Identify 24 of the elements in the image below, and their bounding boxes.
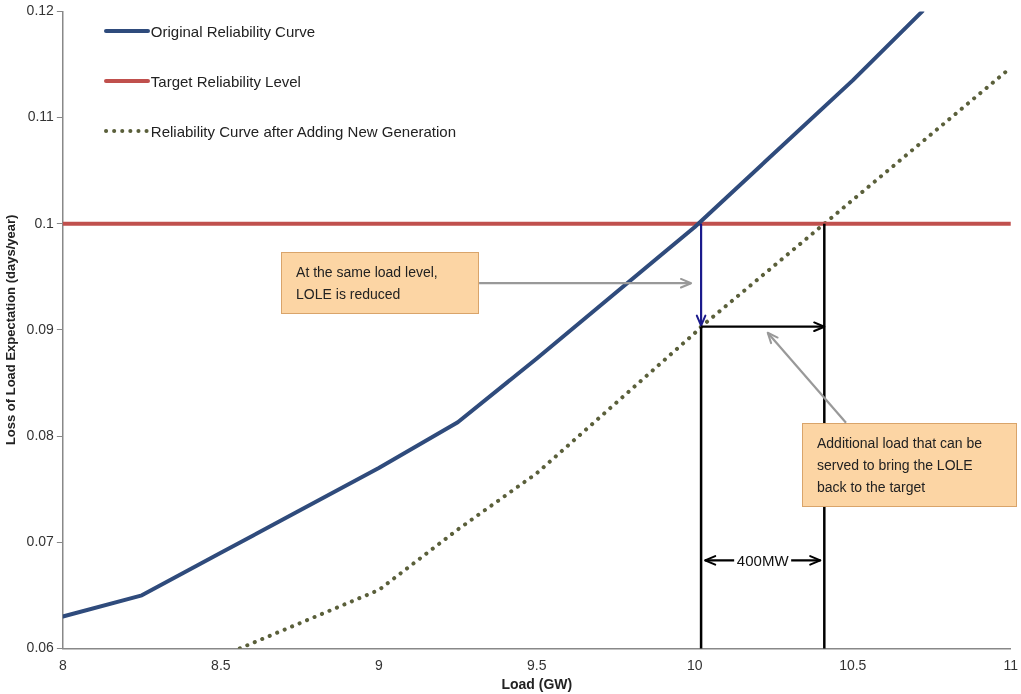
legend-label: Target Reliability Level <box>150 72 301 90</box>
y-axis-title: Loss of Load Expectation (days/year) <box>3 214 19 446</box>
x-tick-label: 8.5 <box>211 656 231 673</box>
callout-box: Additional load that can be served to bring the LOLE back to the target <box>802 422 1017 507</box>
x-axis-title: Load (GW) <box>501 676 573 693</box>
annotation: 400MW <box>733 551 792 569</box>
y-tick-label: 0.1 <box>34 214 55 231</box>
x-tick-label: 9 <box>374 656 383 673</box>
annotation: At the same load level, LOLE is reduced <box>296 264 438 303</box>
annotation: Additional load that can be served to bring the LOLE back to the target <box>817 434 983 495</box>
x-tick-label: 11 <box>1003 656 1019 673</box>
x-tick-label: 10 <box>686 656 703 673</box>
legend-label: Reliability Curve after Adding New Generation <box>150 122 456 140</box>
callout-box: At the same load level, LOLE is reduced <box>281 252 480 315</box>
x-tick-label: 8 <box>58 656 67 673</box>
legend-label: Original Reliability Curve <box>150 22 316 40</box>
y-tick-label: 0.06 <box>26 639 55 656</box>
x-tick-label: 9.5 <box>527 656 547 673</box>
y-tick-label: 0.08 <box>26 426 55 443</box>
y-tick-label: 0.07 <box>26 533 55 550</box>
y-tick-label: 0.12 <box>26 2 55 19</box>
y-tick-label: 0.11 <box>27 108 55 125</box>
y-tick-label: 0.09 <box>26 320 55 337</box>
x-tick-label: 10.5 <box>839 656 867 673</box>
